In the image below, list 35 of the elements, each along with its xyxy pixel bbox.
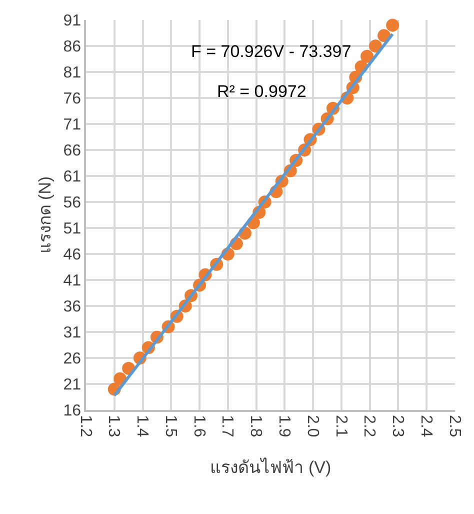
x-tick-label: 2.2 <box>360 414 378 438</box>
y-tick-label: 46 <box>63 246 82 264</box>
x-tick-label: 1.9 <box>275 414 292 438</box>
x-tick-label: 1.4 <box>134 414 151 438</box>
point <box>386 18 400 32</box>
x-tick-label: 2.3 <box>389 414 406 438</box>
y-axis-title: แรงกด (N) <box>35 176 54 254</box>
x-tick-label: 1.5 <box>162 414 179 438</box>
point <box>360 50 374 63</box>
x-tick-label: 2.4 <box>417 414 434 438</box>
annotation: F = 70.926V - 73.397 <box>191 42 352 61</box>
y-tick-label: 51 <box>63 220 82 238</box>
y-tick-label: 36 <box>63 298 82 316</box>
y-tick-label: 41 <box>63 272 82 290</box>
y-tick-label: 66 <box>63 142 82 160</box>
x-tick-label: 1.7 <box>218 414 236 438</box>
x-tick-label: 1.8 <box>247 414 264 438</box>
y-tick-label: 26 <box>63 350 82 368</box>
y-tick-label: 71 <box>63 116 82 134</box>
y-tick-label: 56 <box>63 194 82 212</box>
y-tick-label: 31 <box>63 324 82 342</box>
y-tick-label: 81 <box>63 64 82 82</box>
y-tick-label: 76 <box>63 90 82 108</box>
y-tick-label: 61 <box>63 168 82 186</box>
x-tick-label: 1.6 <box>190 414 208 438</box>
y-tick-label: 86 <box>63 38 82 56</box>
x-tick-label: 2.1 <box>332 414 350 438</box>
point <box>369 40 382 52</box>
x-tick-label: 2.5 <box>446 414 463 438</box>
y-tick-label: 21 <box>63 376 82 394</box>
y-tick-label: 91 <box>63 12 82 30</box>
x-tick-label: 2.0 <box>304 414 321 438</box>
annotation: R² = 0.9972 <box>217 82 306 101</box>
x-tick-label: 1.3 <box>105 414 122 438</box>
x-axis-title: แรงดันไฟฟ้า (V) <box>210 457 332 478</box>
